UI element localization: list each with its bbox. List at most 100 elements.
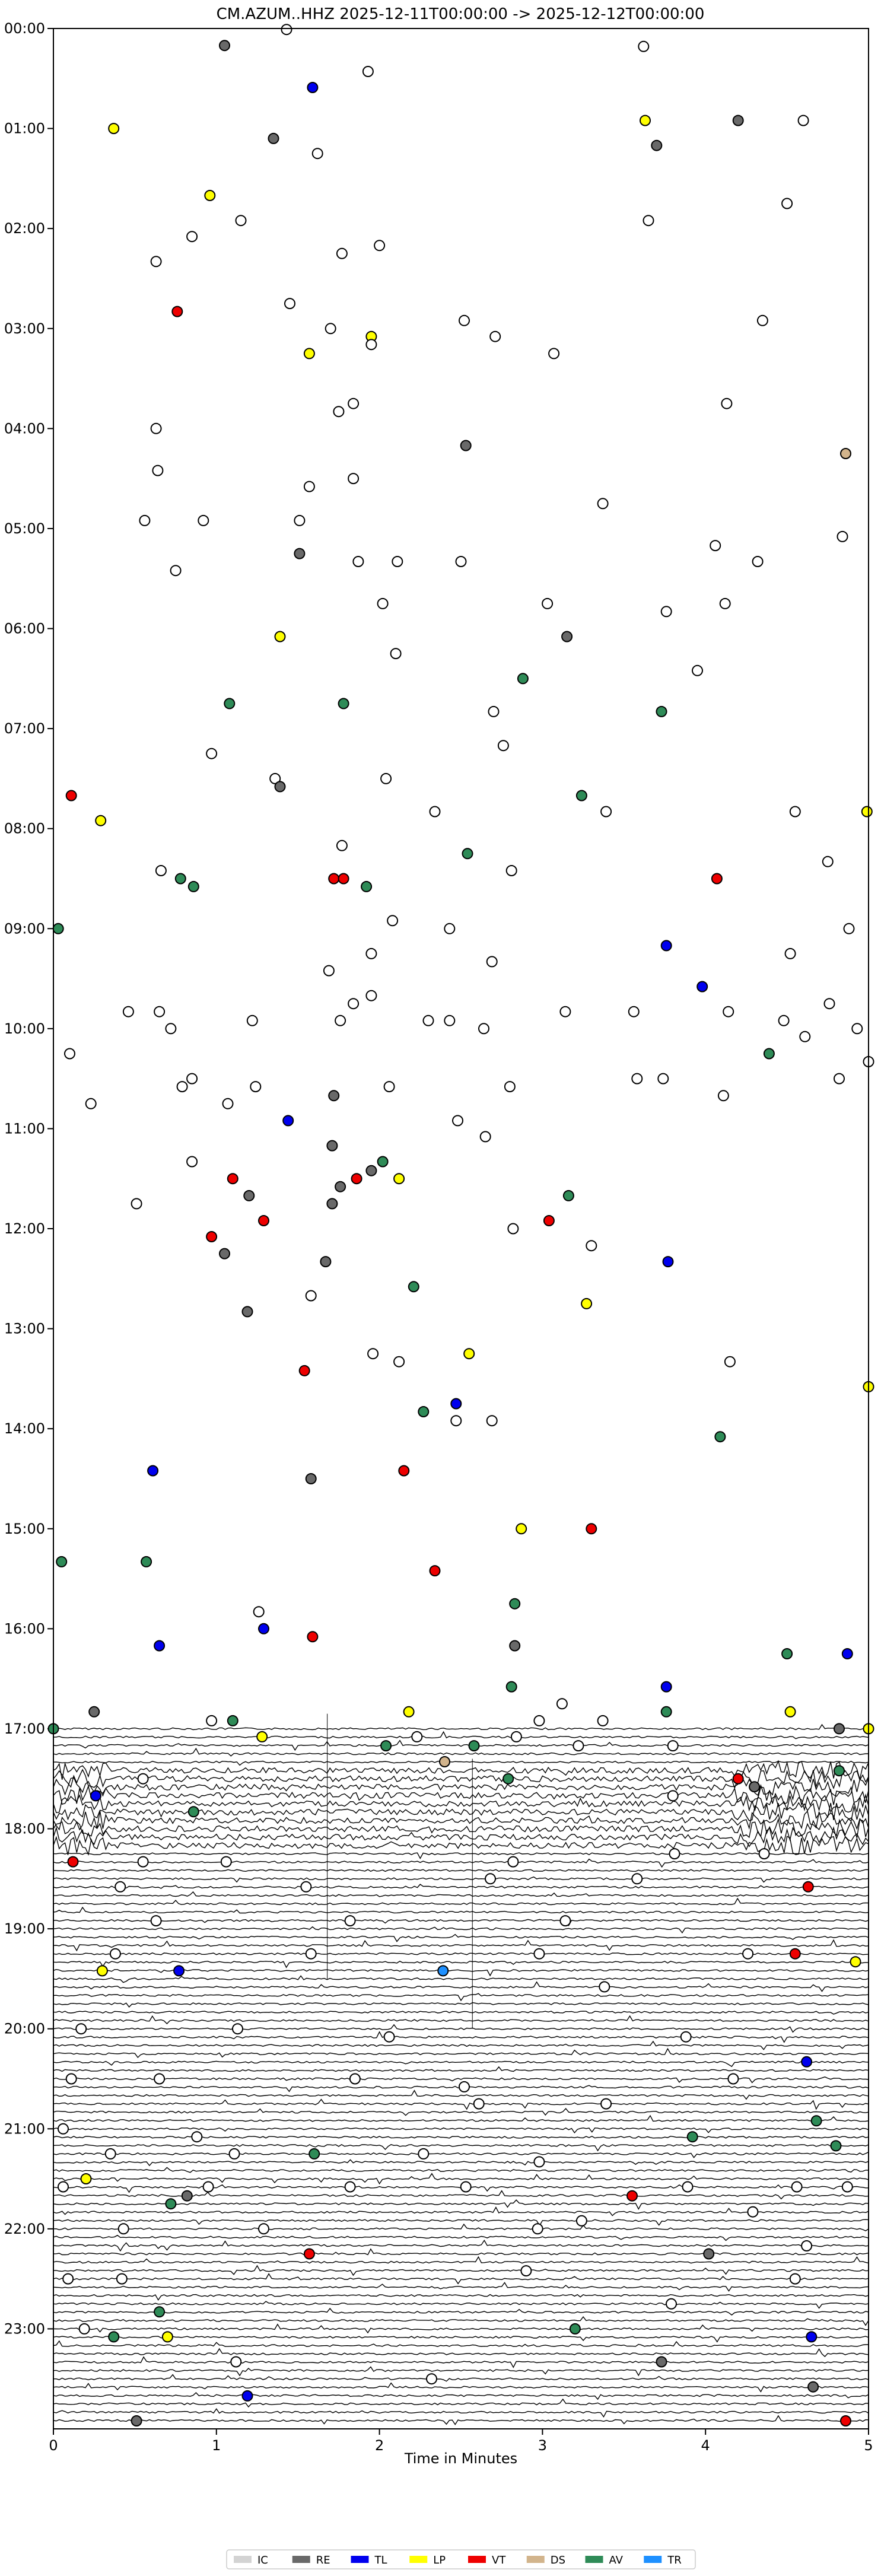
event-marker-ic	[485, 1873, 496, 1885]
event-marker-ic	[154, 1006, 166, 1017]
trace-line	[53, 2135, 869, 2139]
event-marker-vt	[303, 2248, 315, 2260]
event-marker-re	[509, 1640, 521, 1652]
event-marker-ic	[789, 806, 801, 818]
event-marker-ic	[150, 256, 162, 268]
y-tick-label: 21:00	[4, 2120, 45, 2137]
legend-label-ic: IC	[257, 2554, 268, 2567]
event-marker-ic	[58, 2181, 69, 2193]
event-marker-ic	[778, 1015, 790, 1026]
event-marker-ic	[455, 556, 467, 567]
trace-line	[53, 1926, 869, 1934]
event-markers	[47, 24, 874, 2426]
legend-label-re: RE	[316, 2554, 330, 2567]
event-marker-tl	[173, 1965, 185, 1977]
event-marker-ic	[507, 1223, 519, 1235]
event-marker-ic	[139, 514, 151, 526]
event-marker-ic	[284, 298, 295, 310]
trace-line	[53, 2219, 869, 2227]
trace-line	[53, 2294, 869, 2301]
event-marker-ic	[131, 1198, 142, 1210]
event-marker-ic	[383, 1081, 395, 1093]
event-marker-ic	[258, 2223, 269, 2235]
event-marker-lp	[204, 190, 216, 201]
legend-swatch-vt	[468, 2556, 486, 2563]
event-marker-ic	[281, 24, 292, 36]
event-marker-vt	[429, 1565, 441, 1577]
y-tick-label: 20:00	[4, 2021, 45, 2037]
event-marker-ic	[152, 465, 164, 476]
x-tick-label: 3	[538, 2437, 547, 2454]
legend-label-av: AV	[609, 2554, 624, 2567]
event-marker-ic	[305, 1948, 317, 1960]
event-marker-ic	[85, 1098, 97, 1109]
legend: IC RE TL LP VT DS AV TR	[226, 2549, 696, 2569]
event-marker-ic	[680, 2031, 692, 2043]
event-marker-ic	[117, 2223, 129, 2235]
event-marker-ic	[747, 2206, 759, 2218]
trace-line	[53, 1981, 869, 1992]
event-marker-re	[181, 2190, 193, 2202]
event-marker-vt	[258, 1215, 269, 1226]
event-marker-re	[703, 2248, 715, 2260]
event-marker-ic	[520, 2265, 532, 2277]
event-marker-tl	[696, 981, 708, 993]
event-marker-vt	[338, 873, 349, 885]
event-marker-ic	[325, 323, 336, 335]
trace-line	[53, 1793, 869, 1814]
event-marker-ic	[452, 1115, 463, 1127]
event-marker-lp	[96, 1965, 108, 1977]
trace-line	[53, 1836, 869, 1856]
trace-line	[53, 1731, 869, 1739]
event-marker-ic	[336, 839, 348, 851]
event-marker-ic	[791, 2181, 803, 2193]
event-marker-vt	[802, 1881, 814, 1893]
event-marker-ic	[191, 2131, 203, 2143]
legend-swatch-tl	[351, 2556, 369, 2563]
trace-line	[53, 2031, 869, 2043]
trace-line	[53, 2015, 869, 2025]
trace-line	[53, 2248, 869, 2256]
event-marker-ic	[710, 540, 721, 552]
event-marker-vt	[67, 1856, 79, 1868]
event-marker-vt	[586, 1523, 597, 1535]
event-marker-ic	[510, 1731, 522, 1742]
event-marker-ic	[235, 215, 247, 227]
trace-line	[53, 1897, 869, 1906]
event-marker-av	[154, 2306, 166, 2318]
event-marker-ic	[333, 406, 345, 418]
trace-line	[53, 2167, 869, 2173]
event-marker-ic	[628, 1006, 640, 1017]
event-marker-lp	[861, 806, 873, 818]
event-marker-av	[517, 673, 529, 685]
event-marker-ic	[851, 1023, 863, 1035]
legend-label-tl: TL	[374, 2554, 387, 2567]
event-marker-av	[187, 1806, 199, 1818]
event-marker-vt	[732, 1773, 744, 1785]
event-marker-ic	[392, 556, 403, 567]
event-marker-ic	[573, 1740, 584, 1752]
event-marker-ic	[597, 1715, 609, 1726]
trace-line	[53, 1919, 869, 1926]
y-tick-label: 10:00	[4, 1020, 45, 1037]
event-marker-ic	[460, 2181, 472, 2193]
event-marker-ic	[600, 2098, 612, 2110]
event-marker-ic	[109, 1948, 121, 1960]
trace-line	[53, 2206, 869, 2216]
y-tick-label: 16:00	[4, 1620, 45, 1637]
event-marker-ic	[837, 530, 848, 542]
event-marker-ic	[206, 748, 218, 759]
event-marker-lp	[108, 123, 120, 135]
seismic-traces	[53, 1713, 869, 2425]
trace-line	[53, 2398, 869, 2408]
event-marker-ic	[599, 1981, 610, 1993]
trace-line	[53, 1852, 869, 1859]
trace-line	[53, 1876, 869, 1883]
event-marker-lp	[393, 1173, 405, 1185]
event-marker-tl	[147, 1465, 159, 1477]
trace-line	[53, 2316, 869, 2326]
event-marker-re	[749, 1781, 761, 1793]
event-marker-av	[714, 1431, 726, 1443]
event-marker-ic	[311, 148, 323, 160]
y-tick-label: 04:00	[4, 420, 45, 437]
